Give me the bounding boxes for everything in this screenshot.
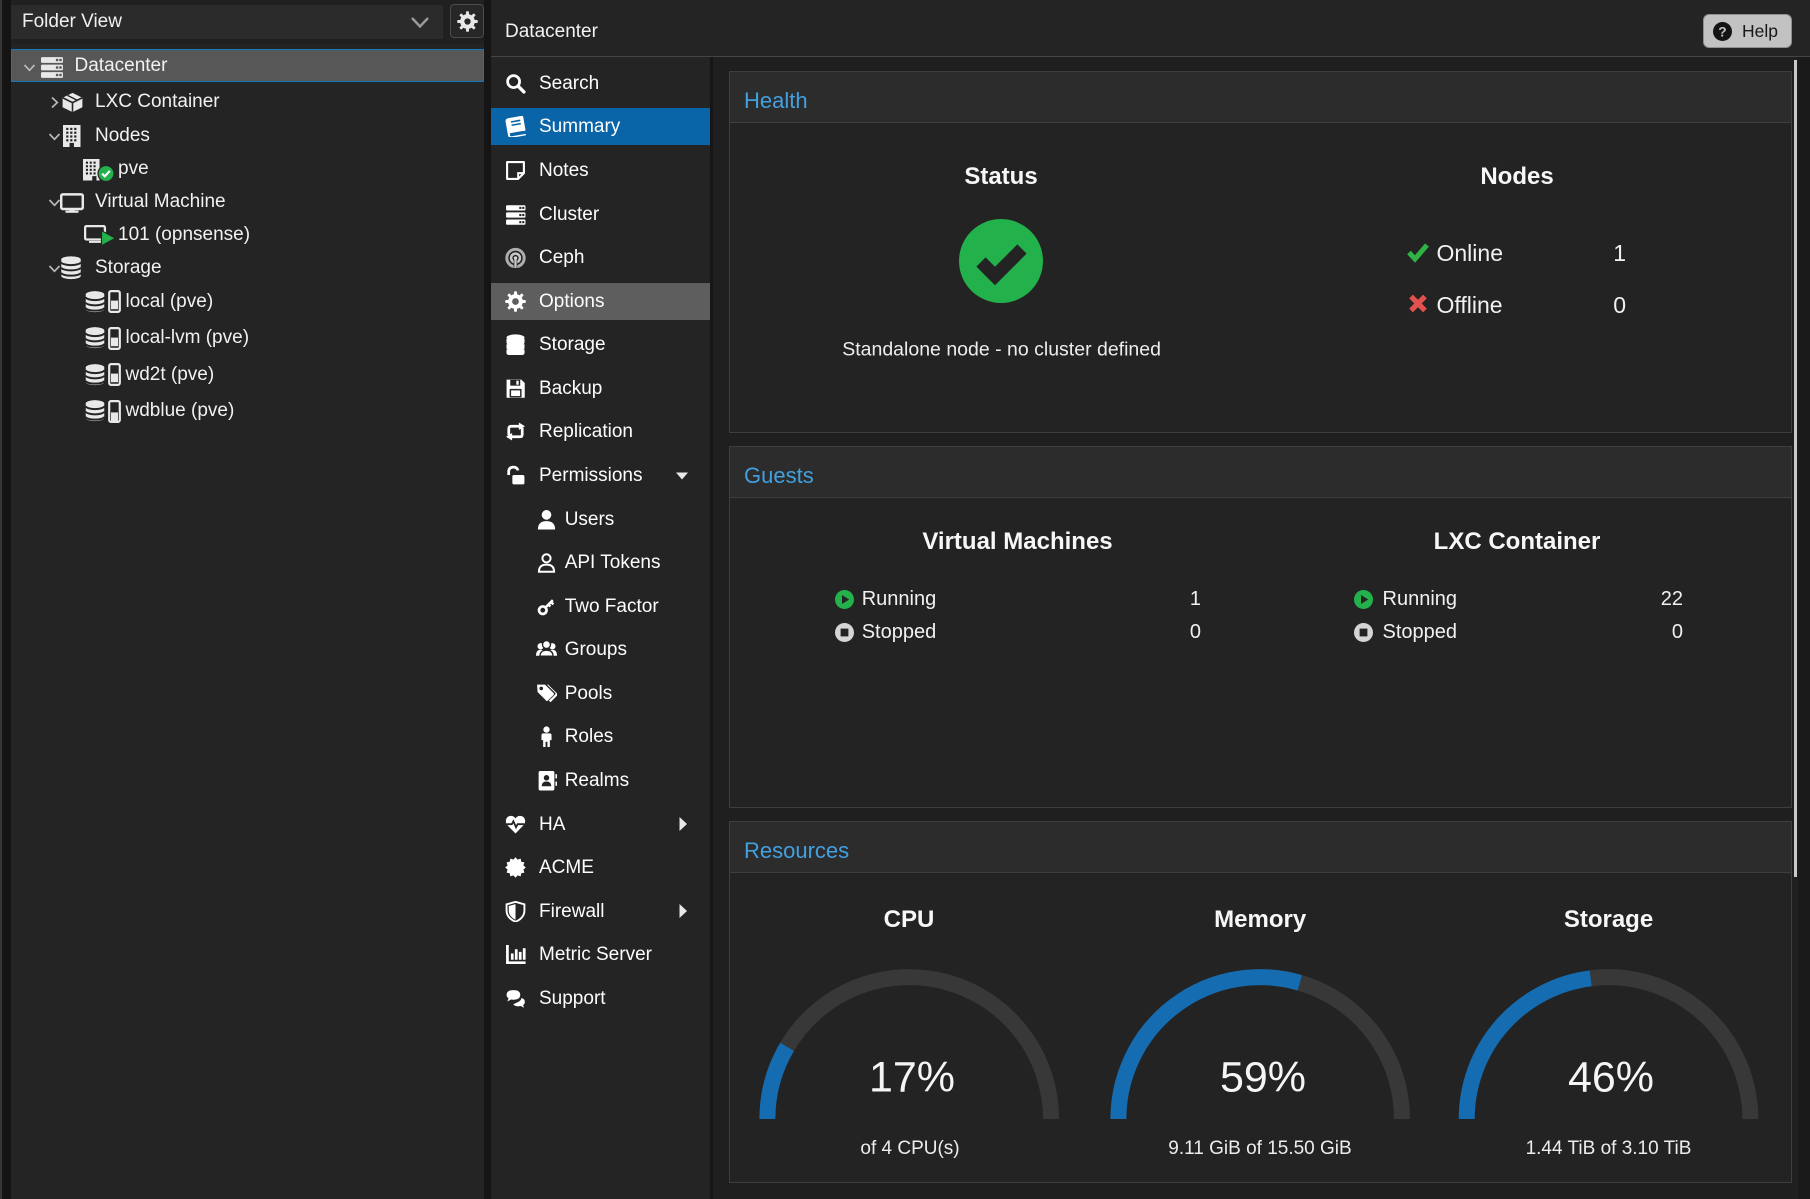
svg-text:?: ? [1718, 24, 1726, 39]
